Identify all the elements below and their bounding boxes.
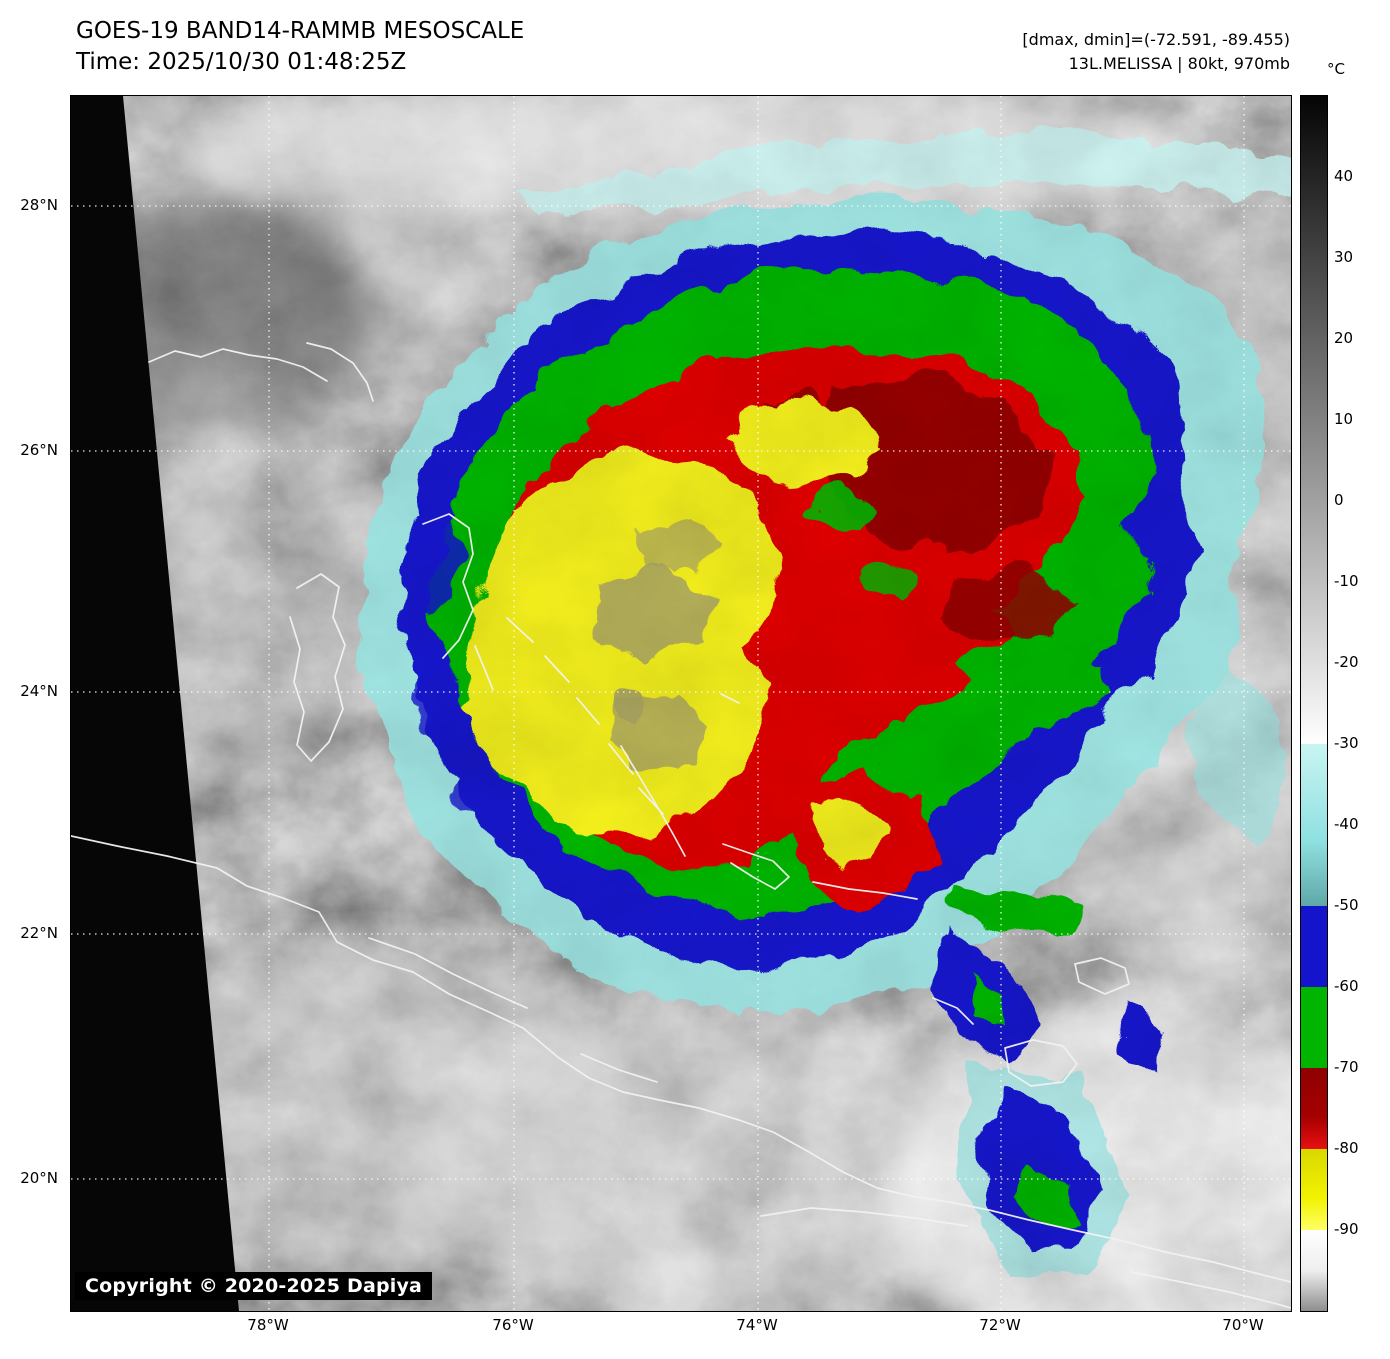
colorbar-tick-label: -60 (1334, 977, 1359, 995)
coastlines (71, 342, 1291, 1309)
colorbar-tick-label: -50 (1334, 896, 1359, 914)
lon-tick-label: 70°W (1222, 1316, 1264, 1334)
texture-overlay (71, 96, 1291, 1311)
colorbar-tick-label: -10 (1334, 572, 1359, 590)
colorbar (1300, 95, 1328, 1312)
satellite-image (71, 96, 1291, 1311)
lon-tick-label: 72°W (979, 1316, 1021, 1334)
lon-tick-label: 76°W (492, 1316, 534, 1334)
island-ragged-cays (812, 881, 918, 900)
timestamp: Time: 2025/10/30 01:48:25Z (76, 49, 407, 76)
lon-tick-label: 78°W (247, 1316, 289, 1334)
island-exuma-chain (506, 617, 664, 815)
colorbar-unit-label: °C (1327, 60, 1345, 78)
coastline-cuba-south (760, 1207, 968, 1227)
colorbar-tick-label: -80 (1334, 1139, 1359, 1157)
copyright-watermark: Copyright © 2020-2025 Dapiya (75, 1272, 433, 1300)
lon-tick-label: 74°W (736, 1316, 778, 1334)
island-crooked (722, 843, 790, 890)
colorbar-tick-label: 0 (1334, 491, 1344, 509)
coastline-hispaniola (1130, 1271, 1291, 1309)
lat-tick-label: 26°N (20, 441, 58, 459)
coastline-cuba (71, 835, 1291, 1283)
graticule (71, 96, 1291, 1311)
sector-edge-wedge (71, 96, 239, 1311)
lat-tick-label: 20°N (20, 1169, 58, 1187)
island-small-cay (720, 693, 974, 1025)
colorbar-tick-label: 10 (1334, 410, 1354, 428)
island-long-island (620, 745, 686, 857)
header-left: GOES-19 BAND14-RAMMB MESOSCALE Time: 202… (76, 16, 524, 78)
lon-axis: 78°W 76°W 74°W 72°W 70°W (70, 1316, 1290, 1338)
header-right: [dmax, dmin]=(-72.591, -89.455) 13L.MELI… (1022, 28, 1290, 76)
island-caicos (1074, 957, 1130, 995)
island-eleuthera (422, 513, 494, 691)
island-andros (289, 573, 346, 762)
island-inagua (1004, 1039, 1078, 1087)
product-title: GOES-19 BAND14-RAMMB MESOSCALE (76, 18, 525, 44)
lat-tick-label: 28°N (20, 196, 58, 214)
colorbar-gradient (1301, 96, 1327, 1311)
colorbar-tick-label: -70 (1334, 1058, 1359, 1076)
island-grand-bahama (148, 348, 328, 382)
lat-tick-label: 22°N (20, 924, 58, 942)
island-abaco (306, 342, 374, 402)
colorbar-tick-label: 40 (1334, 167, 1354, 185)
lat-tick-label: 24°N (20, 682, 58, 700)
coastline-cuba-keys (368, 937, 658, 1083)
data-range: [dmax, dmin]=(-72.591, -89.455) (1022, 30, 1290, 49)
colorbar-tick-label: 30 (1334, 248, 1354, 266)
colorbar-tick-label: -20 (1334, 653, 1359, 671)
colorbar-tick-label: -40 (1334, 815, 1359, 833)
lat-axis: 28°N 26°N 24°N 22°N 20°N (0, 95, 64, 1310)
storm-info: 13L.MELISSA | 80kt, 970mb (1068, 54, 1290, 73)
colorbar-tick-label: 20 (1334, 329, 1354, 347)
colorbar-tick-label: -90 (1334, 1220, 1359, 1238)
colorbar-ticks: 40 30 20 10 0 -10 -20 -30 -40 -50 -60 -70 -80 -90 (1334, 95, 1390, 1310)
satellite-image-panel: Copyright © 2020-2025 Dapiya (70, 95, 1292, 1312)
colorbar-tick-label: -30 (1334, 734, 1359, 752)
